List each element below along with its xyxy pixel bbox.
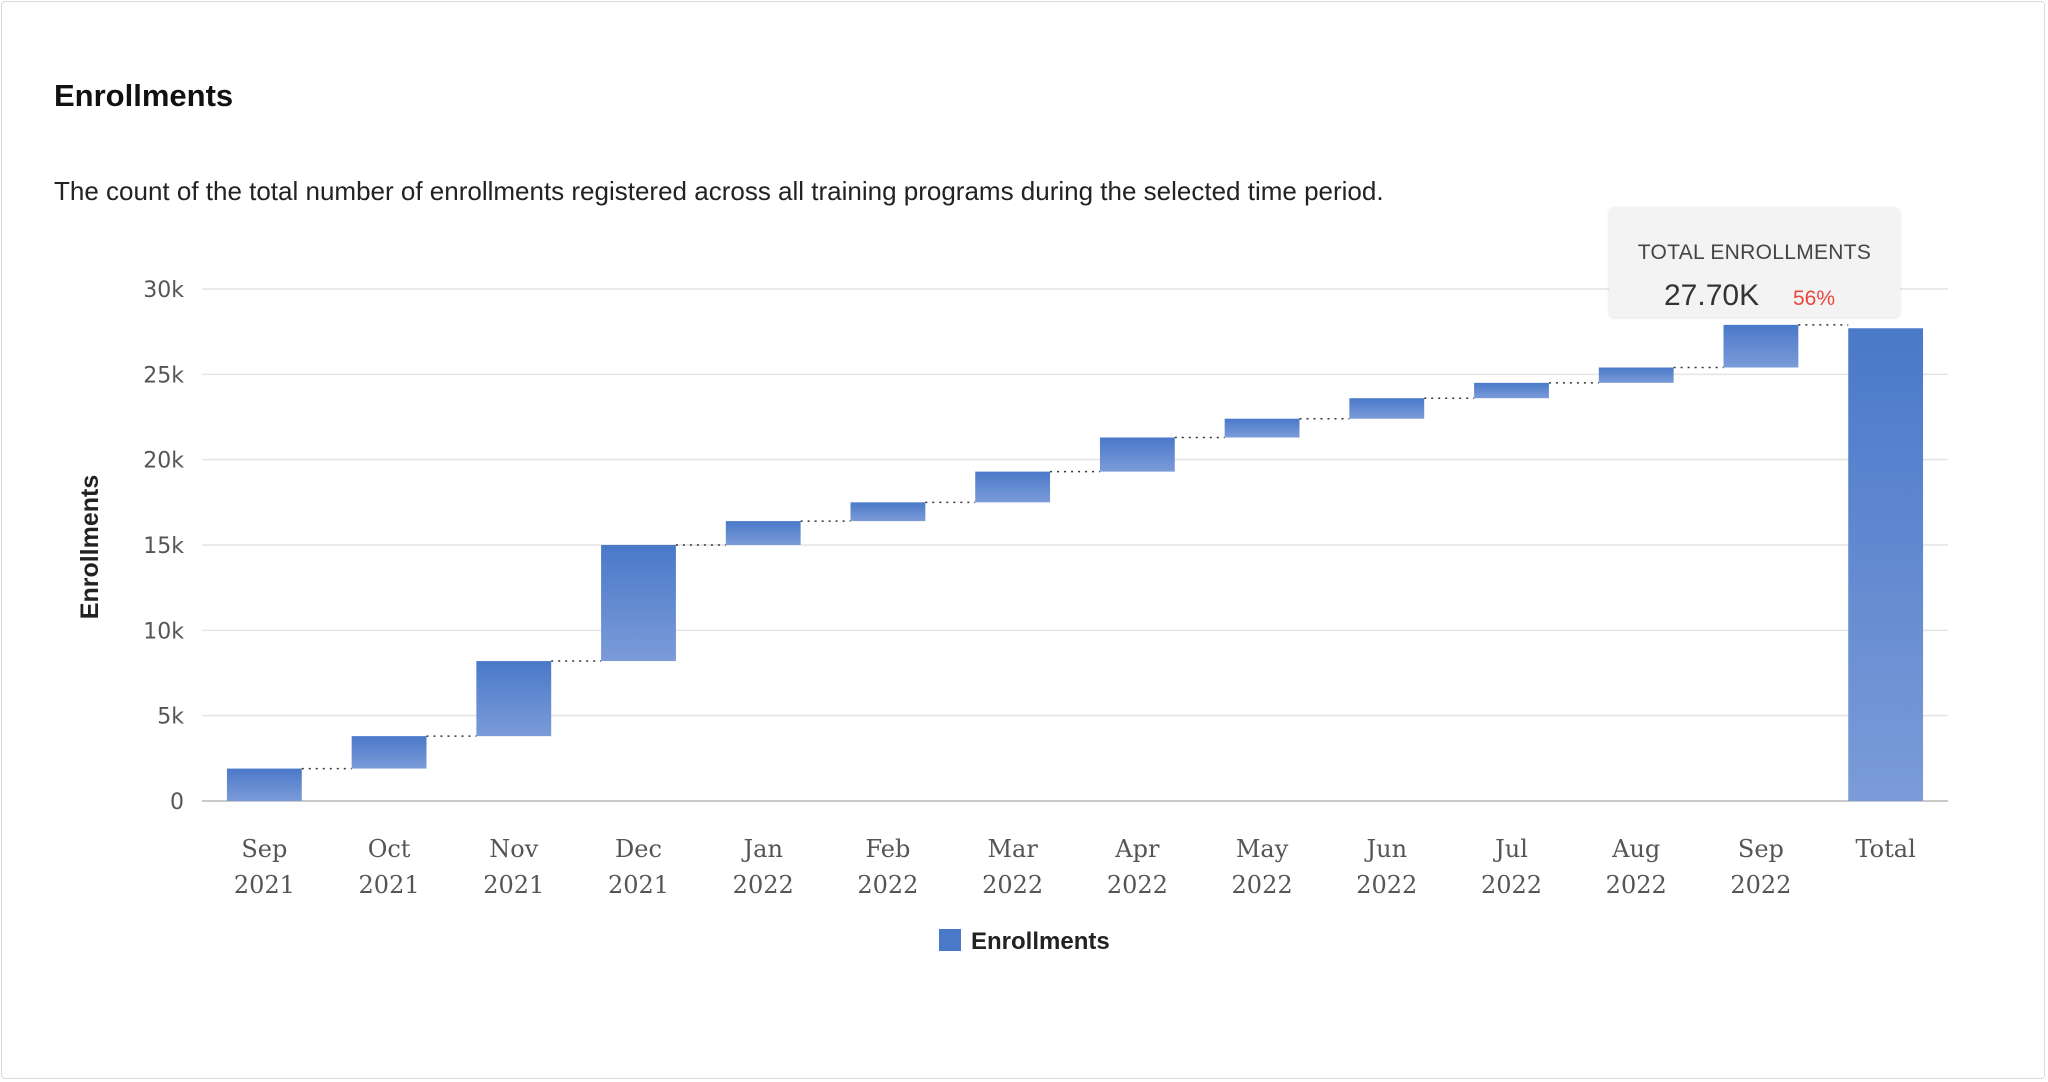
bar-dec-2021[interactable] bbox=[601, 545, 676, 662]
bar-mar-2022[interactable] bbox=[975, 471, 1051, 503]
x-tick-label: Jul 2022 bbox=[1481, 835, 1542, 899]
bar-apr-2022[interactable] bbox=[1099, 437, 1175, 472]
y-tick-label: 5k bbox=[157, 705, 184, 730]
y-tick-label: 25k bbox=[143, 363, 184, 388]
x-tick-label: Nov 2021 bbox=[483, 835, 544, 899]
y-tick-label: 20k bbox=[143, 449, 184, 474]
bar-may-2022[interactable] bbox=[1224, 418, 1300, 438]
x-tick-label: Jan 2022 bbox=[733, 835, 794, 899]
bar-nov-2021[interactable] bbox=[476, 661, 552, 737]
x-tick-label: Aug 2022 bbox=[1606, 835, 1667, 899]
bar-sep-2022[interactable] bbox=[1723, 324, 1799, 368]
x-tick-label: Oct 2021 bbox=[359, 835, 420, 899]
bar-jan-2022[interactable] bbox=[725, 521, 801, 545]
bar-jul-2022[interactable] bbox=[1474, 382, 1549, 399]
tooltip-change: 56% bbox=[1793, 287, 1836, 310]
x-tick-label: Feb 2022 bbox=[857, 835, 918, 899]
x-tick-label: Sep 2022 bbox=[1730, 835, 1791, 899]
x-tick-label: Mar 2022 bbox=[982, 835, 1043, 899]
y-tick-label: 0 bbox=[170, 790, 184, 815]
bar-sep-2021[interactable] bbox=[226, 768, 302, 801]
y-tick-label: 30k bbox=[143, 278, 184, 303]
bar-jun-2022[interactable] bbox=[1349, 398, 1425, 419]
x-tick-label: Dec 2021 bbox=[608, 835, 669, 899]
y-tick-label: 10k bbox=[143, 619, 184, 644]
tooltip-label: TOTAL ENROLLMENTS bbox=[1637, 241, 1872, 264]
legend-label: Enrollments bbox=[971, 928, 1110, 955]
bar-feb-2022[interactable] bbox=[850, 502, 926, 522]
x-tick-label: May 2022 bbox=[1232, 835, 1293, 899]
bar-aug-2022[interactable] bbox=[1598, 367, 1674, 383]
x-tick-label: Apr 2022 bbox=[1107, 835, 1168, 899]
x-tick-label: Sep 2021 bbox=[234, 835, 295, 899]
bar-total[interactable] bbox=[1848, 328, 1924, 801]
legend[interactable]: Enrollments bbox=[939, 928, 1110, 955]
legend-swatch bbox=[939, 929, 961, 951]
card-description: The count of the total number of enrollm… bbox=[54, 176, 1384, 206]
tooltip-value: 27.70K bbox=[1664, 279, 1760, 312]
y-tick-label: 15k bbox=[143, 534, 184, 559]
total-enrollments-tooltip: TOTAL ENROLLMENTS 27.70K 56% bbox=[1609, 207, 1900, 317]
card-title: Enrollments bbox=[54, 78, 234, 113]
bar-oct-2021[interactable] bbox=[351, 736, 427, 769]
y-axis-label: Enrollments bbox=[76, 475, 104, 619]
x-tick-label: Jun 2022 bbox=[1356, 835, 1417, 899]
x-tick-label: Total bbox=[1856, 835, 1916, 863]
